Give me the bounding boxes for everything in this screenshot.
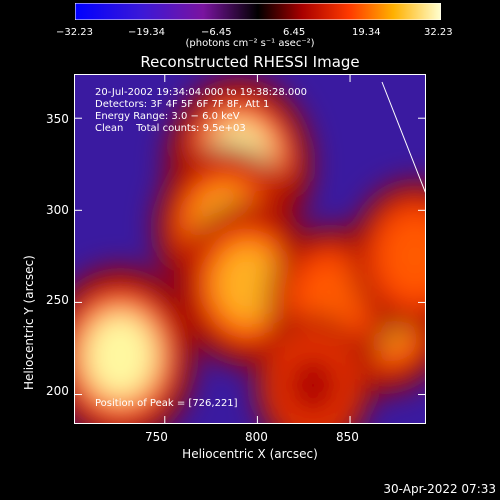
colorbar-unit-label: (photons cm⁻² s⁻¹ asec⁻²)	[0, 38, 500, 49]
heatmap-hot-region	[284, 351, 342, 421]
y-tick-label: 350	[46, 112, 69, 126]
y-tick-label: 200	[46, 384, 69, 398]
colorbar-tick: 32.23	[424, 27, 453, 38]
colorbar	[75, 3, 441, 20]
y-tick-label: 300	[46, 203, 69, 217]
chart-title: Reconstructed RHESSI Image	[0, 53, 500, 71]
annotation-detectors: Detectors: 3F 4F 5F 6F 7F 8F, Att 1	[95, 99, 269, 110]
x-tick-label: 850	[336, 430, 359, 444]
x-tick-label: 800	[245, 430, 268, 444]
colorbar-tick: 19.34	[352, 27, 381, 38]
colorbar-tick: 6.45	[283, 27, 305, 38]
x-tick-label: 750	[145, 430, 168, 444]
timestamp: 30-Apr-2022 07:33	[383, 482, 496, 496]
annotation-clean: Clean Total counts: 9.5e+03	[95, 123, 246, 134]
peak-position-label: Position of Peak = [726,221]	[95, 398, 238, 409]
colorbar-tick: −32.23	[56, 27, 93, 38]
y-tick-label: 250	[46, 293, 69, 307]
colorbar-tick: −6.45	[201, 27, 232, 38]
x-axis-label: Heliocentric X (arcsec)	[74, 447, 426, 461]
heatmap-hot-region	[83, 311, 158, 401]
annotation-time: 20-Jul-2002 19:34:04.000 to 19:38:28.000	[95, 87, 307, 98]
annotation-energy: Energy Range: 3.0 − 6.0 keV	[95, 111, 240, 122]
colorbar-tick: −19.34	[128, 27, 165, 38]
y-axis-label: Heliocentric Y (arcsec)	[22, 255, 36, 390]
